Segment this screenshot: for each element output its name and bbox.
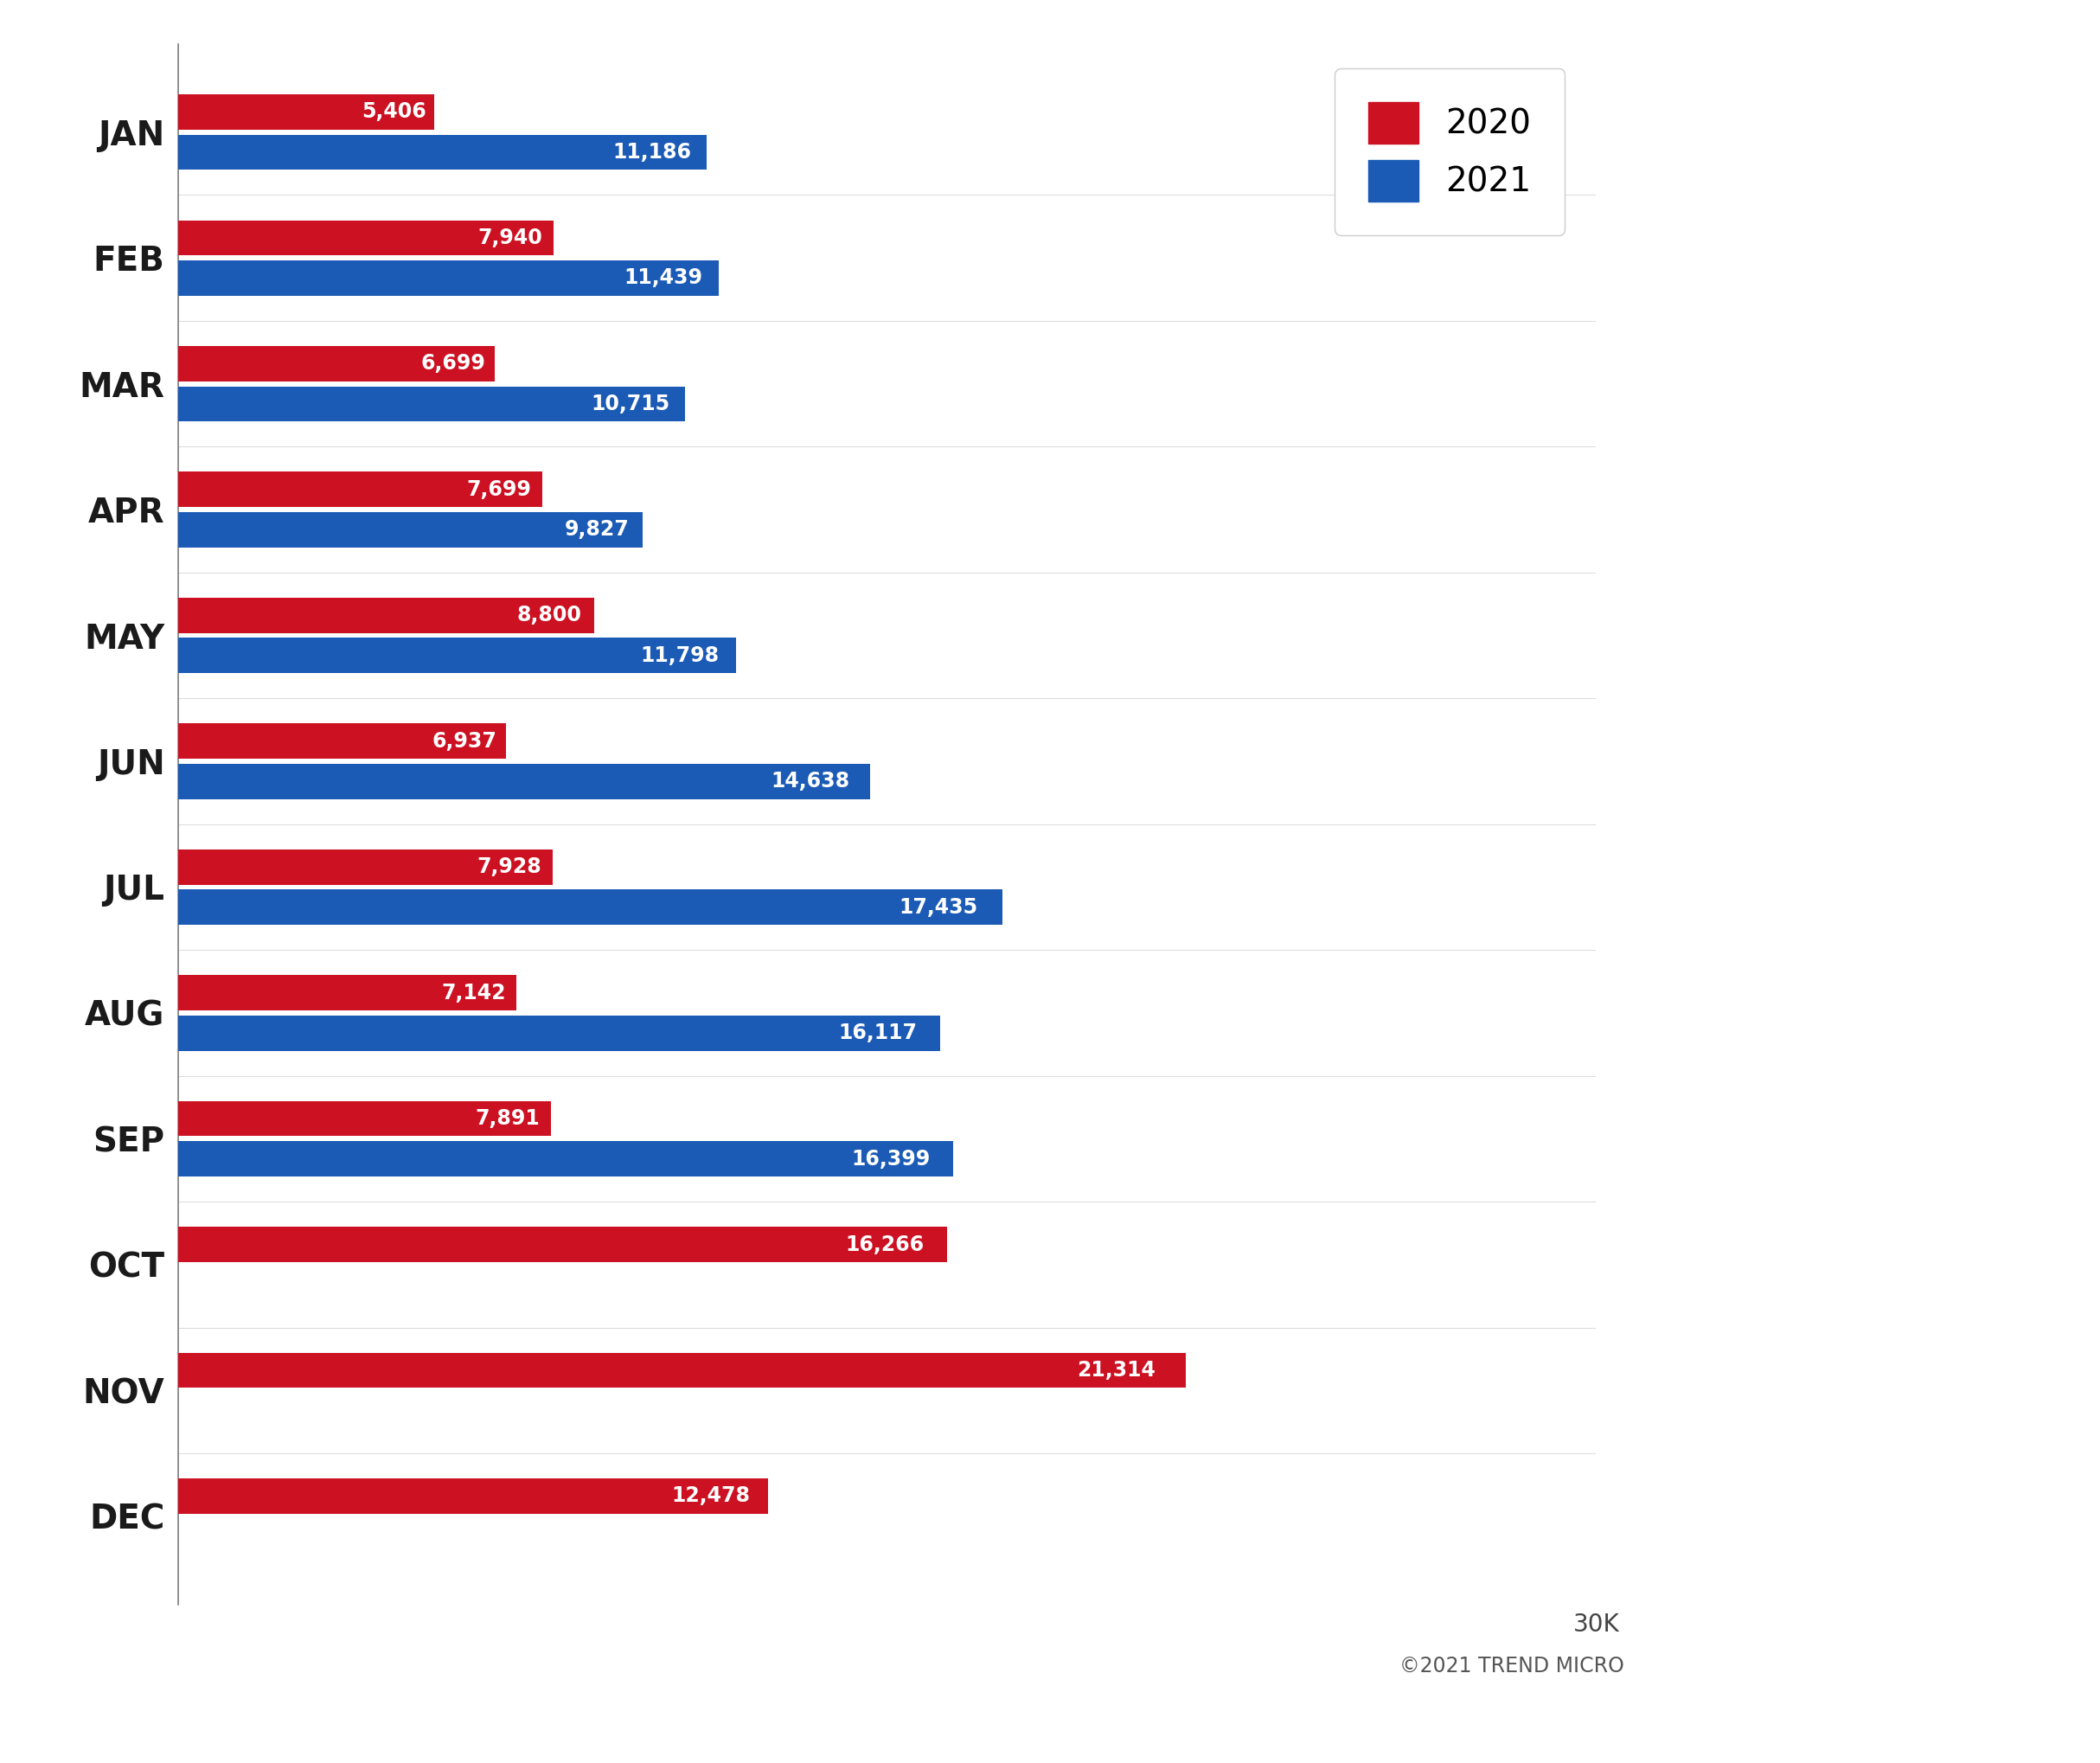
- Bar: [179, 1227, 947, 1262]
- Text: 5,406: 5,406: [361, 102, 426, 122]
- Bar: [179, 723, 506, 758]
- Text: 8,800: 8,800: [517, 605, 582, 626]
- Text: 7,940: 7,940: [479, 227, 542, 249]
- Bar: [179, 134, 708, 169]
- Text: 7,928: 7,928: [477, 857, 542, 878]
- Legend: 2020, 2021: 2020, 2021: [1336, 69, 1564, 234]
- Text: ©2021 TREND MICRO: ©2021 TREND MICRO: [1399, 1655, 1625, 1677]
- Bar: [179, 1352, 1186, 1387]
- Bar: [179, 95, 435, 130]
- Text: 14,638: 14,638: [771, 770, 848, 792]
- Bar: [179, 890, 1002, 926]
- Bar: [179, 511, 643, 547]
- Bar: [179, 975, 517, 1010]
- Text: 16,117: 16,117: [838, 1023, 918, 1044]
- Text: 6,699: 6,699: [420, 353, 485, 374]
- Bar: [179, 220, 554, 256]
- Bar: [179, 638, 735, 673]
- Text: 21,314: 21,314: [1077, 1359, 1155, 1380]
- Text: 16,399: 16,399: [850, 1148, 930, 1169]
- Text: 16,266: 16,266: [844, 1234, 924, 1255]
- Bar: [179, 346, 496, 381]
- Bar: [179, 472, 542, 508]
- Text: 7,699: 7,699: [466, 480, 531, 501]
- Text: 7,142: 7,142: [441, 982, 506, 1003]
- Text: 11,798: 11,798: [640, 645, 718, 666]
- Bar: [179, 1015, 941, 1051]
- Text: 6,937: 6,937: [433, 732, 496, 751]
- Bar: [179, 1479, 769, 1514]
- Bar: [179, 598, 594, 633]
- Text: 17,435: 17,435: [899, 897, 979, 917]
- Bar: [179, 763, 869, 799]
- Text: 11,186: 11,186: [613, 141, 691, 162]
- Text: 11,439: 11,439: [624, 268, 704, 289]
- Text: 12,478: 12,478: [672, 1486, 750, 1507]
- Text: 9,827: 9,827: [565, 520, 628, 539]
- Bar: [179, 850, 552, 885]
- Bar: [179, 261, 718, 296]
- Text: 7,891: 7,891: [475, 1109, 540, 1128]
- Bar: [179, 386, 685, 421]
- Bar: [179, 1102, 552, 1137]
- Bar: [179, 1141, 953, 1176]
- Text: 10,715: 10,715: [590, 393, 670, 414]
